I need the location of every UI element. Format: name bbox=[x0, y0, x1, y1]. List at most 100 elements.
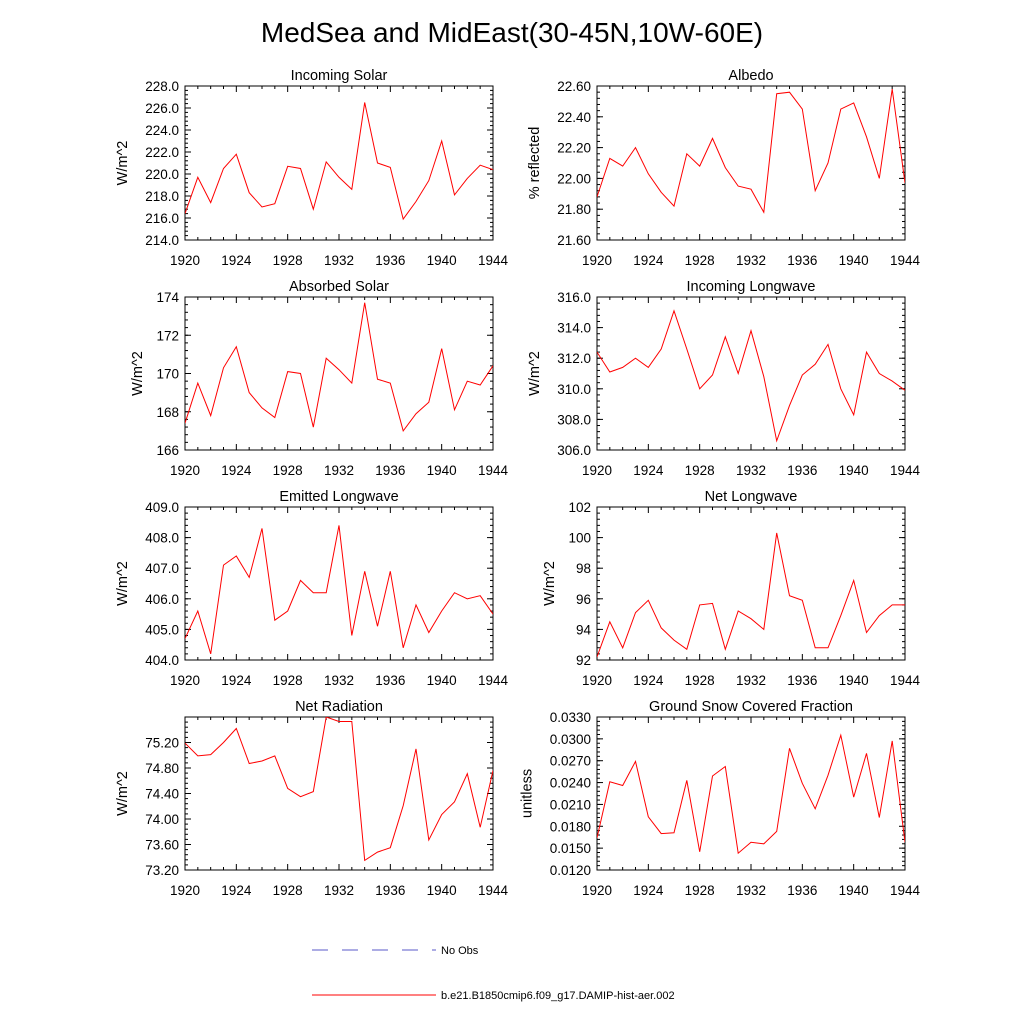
emitted-longwave-y-tick-label: 404.0 bbox=[145, 653, 179, 668]
incoming-longwave-y-tick-label: 316.0 bbox=[557, 290, 591, 305]
emitted-longwave-y-tick-label: 405.0 bbox=[145, 622, 179, 637]
ground-snow-covered-fraction-y-tick-label: 0.0180 bbox=[550, 819, 591, 834]
albedo-y-tick-label: 22.20 bbox=[557, 141, 591, 156]
net-longwave-x-tick-label: 1936 bbox=[787, 673, 817, 688]
absorbed-solar-series-line bbox=[185, 302, 493, 433]
ground-snow-covered-fraction-y-tick-label: 0.0300 bbox=[550, 732, 591, 747]
net-longwave-x-tick-label: 1920 bbox=[582, 673, 612, 688]
incoming-longwave-x-tick-label: 1928 bbox=[685, 463, 715, 478]
ground-snow-covered-fraction-y-tick-label: 0.0240 bbox=[550, 776, 591, 791]
incoming-longwave-y-tick-label: 308.0 bbox=[557, 412, 591, 427]
emitted-longwave-y-tick-label: 408.0 bbox=[145, 531, 179, 546]
panel-emitted-longwave: 1920 1924 1928 1932 1936 1940 1944 404.0 405.0 40… bbox=[115, 489, 509, 688]
ground-snow-covered-fraction-x-tick-label: 1944 bbox=[890, 883, 921, 898]
emitted-longwave-x-tick-label: 1944 bbox=[478, 673, 509, 688]
net-radiation-y-tick-label: 75.20 bbox=[145, 736, 179, 751]
ground-snow-covered-fraction-x-tick-label: 1928 bbox=[685, 883, 715, 898]
net-longwave-series-line bbox=[597, 532, 905, 658]
absorbed-solar-y-tick-label: 166 bbox=[156, 443, 179, 458]
net-radiation-y-tick-label: 74.80 bbox=[145, 761, 179, 776]
albedo-y-tick-label: 22.00 bbox=[557, 171, 591, 186]
emitted-longwave-x-tick-label: 1920 bbox=[170, 673, 200, 688]
ground-snow-covered-fraction-y-tick-label: 0.0210 bbox=[550, 797, 591, 812]
ground-snow-covered-fraction-title: Ground Snow Covered Fraction bbox=[649, 699, 853, 715]
net-radiation-x-tick-label: 1932 bbox=[324, 883, 354, 898]
albedo-y-tick-label: 22.40 bbox=[557, 110, 591, 125]
emitted-longwave-x-tick-label: 1940 bbox=[427, 673, 457, 688]
absorbed-solar-x-tick-label: 1936 bbox=[375, 463, 405, 478]
albedo-x-tick-label: 1940 bbox=[839, 253, 869, 268]
incoming-longwave-y-tick-label: 312.0 bbox=[557, 351, 591, 366]
albedo-x-tick-label: 1932 bbox=[736, 253, 766, 268]
incoming-longwave-series-line bbox=[597, 309, 905, 443]
incoming-solar-x-tick-label: 1940 bbox=[427, 253, 457, 268]
net-radiation-plot-frame bbox=[184, 716, 494, 871]
ground-snow-covered-fraction-y-tick-label: 0.0120 bbox=[550, 863, 591, 878]
incoming-solar-y-axis-label: W/m^2 bbox=[115, 141, 131, 186]
absorbed-solar-x-tick-label: 1924 bbox=[221, 463, 252, 478]
net-longwave-x-tick-label: 1944 bbox=[890, 673, 921, 688]
incoming-solar-y-tick-label: 216.0 bbox=[145, 211, 179, 226]
absorbed-solar-title: Absorbed Solar bbox=[289, 279, 389, 295]
net-longwave-x-tick-label: 1924 bbox=[633, 673, 664, 688]
net-longwave-plot-frame bbox=[596, 506, 906, 661]
albedo-y-tick-label: 21.60 bbox=[557, 233, 591, 248]
net-radiation-x-tick-label: 1944 bbox=[478, 883, 509, 898]
ground-snow-covered-fraction-x-tick-label: 1920 bbox=[582, 883, 612, 898]
net-radiation-x-tick-label: 1940 bbox=[427, 883, 457, 898]
incoming-longwave-plot-frame bbox=[596, 296, 906, 451]
incoming-longwave-y-tick-label: 306.0 bbox=[557, 443, 591, 458]
absorbed-solar-x-tick-label: 1940 bbox=[427, 463, 457, 478]
albedo-series-line bbox=[597, 89, 905, 214]
net-radiation-x-tick-label: 1920 bbox=[170, 883, 200, 898]
ground-snow-covered-fraction-x-tick-label: 1924 bbox=[633, 883, 664, 898]
incoming-solar-y-tick-label: 214.0 bbox=[145, 233, 179, 248]
panel-incoming-longwave: 1920 1924 1928 1932 1936 1940 1944 306.0 308.0 31… bbox=[527, 279, 921, 478]
incoming-longwave-x-tick-label: 1936 bbox=[787, 463, 817, 478]
absorbed-solar-y-tick-label: 170 bbox=[156, 367, 179, 382]
absorbed-solar-x-tick-label: 1920 bbox=[170, 463, 200, 478]
ground-snow-covered-fraction-x-tick-label: 1932 bbox=[736, 883, 766, 898]
incoming-solar-y-tick-label: 226.0 bbox=[145, 101, 179, 116]
incoming-longwave-title: Incoming Longwave bbox=[687, 279, 816, 295]
ground-snow-covered-fraction-series-line bbox=[597, 733, 905, 855]
incoming-solar-y-tick-label: 222.0 bbox=[145, 145, 179, 160]
absorbed-solar-y-tick-label: 168 bbox=[156, 405, 179, 420]
net-longwave-y-tick-label: 94 bbox=[576, 622, 592, 637]
legend-label-model-run: b.e21.B1850cmip6.f09_g17.DAMIP-hist-aer.… bbox=[441, 990, 675, 1002]
net-radiation-y-tick-label: 74.40 bbox=[145, 787, 179, 802]
albedo-x-tick-label: 1920 bbox=[582, 253, 612, 268]
emitted-longwave-plot-frame bbox=[184, 506, 494, 661]
incoming-longwave-y-axis-label: W/m^2 bbox=[527, 351, 543, 396]
incoming-solar-series-line bbox=[185, 102, 493, 221]
incoming-longwave-y-tick-label: 314.0 bbox=[557, 321, 591, 336]
panel-net-longwave: 1920 1924 1928 1932 1936 1940 1944 92 94 96 98 100 1… bbox=[542, 489, 920, 688]
figure-title: MedSea and MidEast(30-45N,10W-60E) bbox=[261, 17, 763, 48]
net-longwave-x-tick-label: 1932 bbox=[736, 673, 766, 688]
incoming-longwave-x-tick-label: 1944 bbox=[890, 463, 921, 478]
net-radiation-y-tick-label: 74.00 bbox=[145, 812, 179, 827]
absorbed-solar-y-tick-label: 172 bbox=[156, 328, 179, 343]
incoming-solar-x-tick-label: 1928 bbox=[273, 253, 303, 268]
net-radiation-x-tick-label: 1936 bbox=[375, 883, 405, 898]
incoming-solar-y-tick-label: 228.0 bbox=[145, 79, 179, 94]
absorbed-solar-x-tick-label: 1944 bbox=[478, 463, 509, 478]
absorbed-solar-x-tick-label: 1928 bbox=[273, 463, 303, 478]
net-longwave-y-tick-label: 92 bbox=[576, 653, 591, 668]
net-longwave-y-tick-label: 98 bbox=[576, 561, 591, 576]
incoming-longwave-x-tick-label: 1924 bbox=[633, 463, 664, 478]
net-radiation-x-tick-label: 1924 bbox=[221, 883, 252, 898]
net-radiation-title: Net Radiation bbox=[295, 699, 383, 715]
albedo-y-axis-label: % reflected bbox=[527, 127, 543, 200]
incoming-solar-title: Incoming Solar bbox=[291, 68, 388, 84]
albedo-x-tick-label: 1928 bbox=[685, 253, 715, 268]
incoming-longwave-y-tick-label: 310.0 bbox=[557, 382, 591, 397]
net-longwave-x-tick-label: 1940 bbox=[839, 673, 869, 688]
panel-albedo: 1920 1924 1928 1932 1936 1940 1944 21.60 21.80 22… bbox=[527, 68, 921, 268]
incoming-solar-x-tick-label: 1920 bbox=[170, 253, 200, 268]
incoming-solar-x-tick-label: 1944 bbox=[478, 253, 509, 268]
incoming-longwave-x-tick-label: 1940 bbox=[839, 463, 869, 478]
net-longwave-x-tick-label: 1928 bbox=[685, 673, 715, 688]
net-radiation-y-tick-label: 73.20 bbox=[145, 863, 179, 878]
